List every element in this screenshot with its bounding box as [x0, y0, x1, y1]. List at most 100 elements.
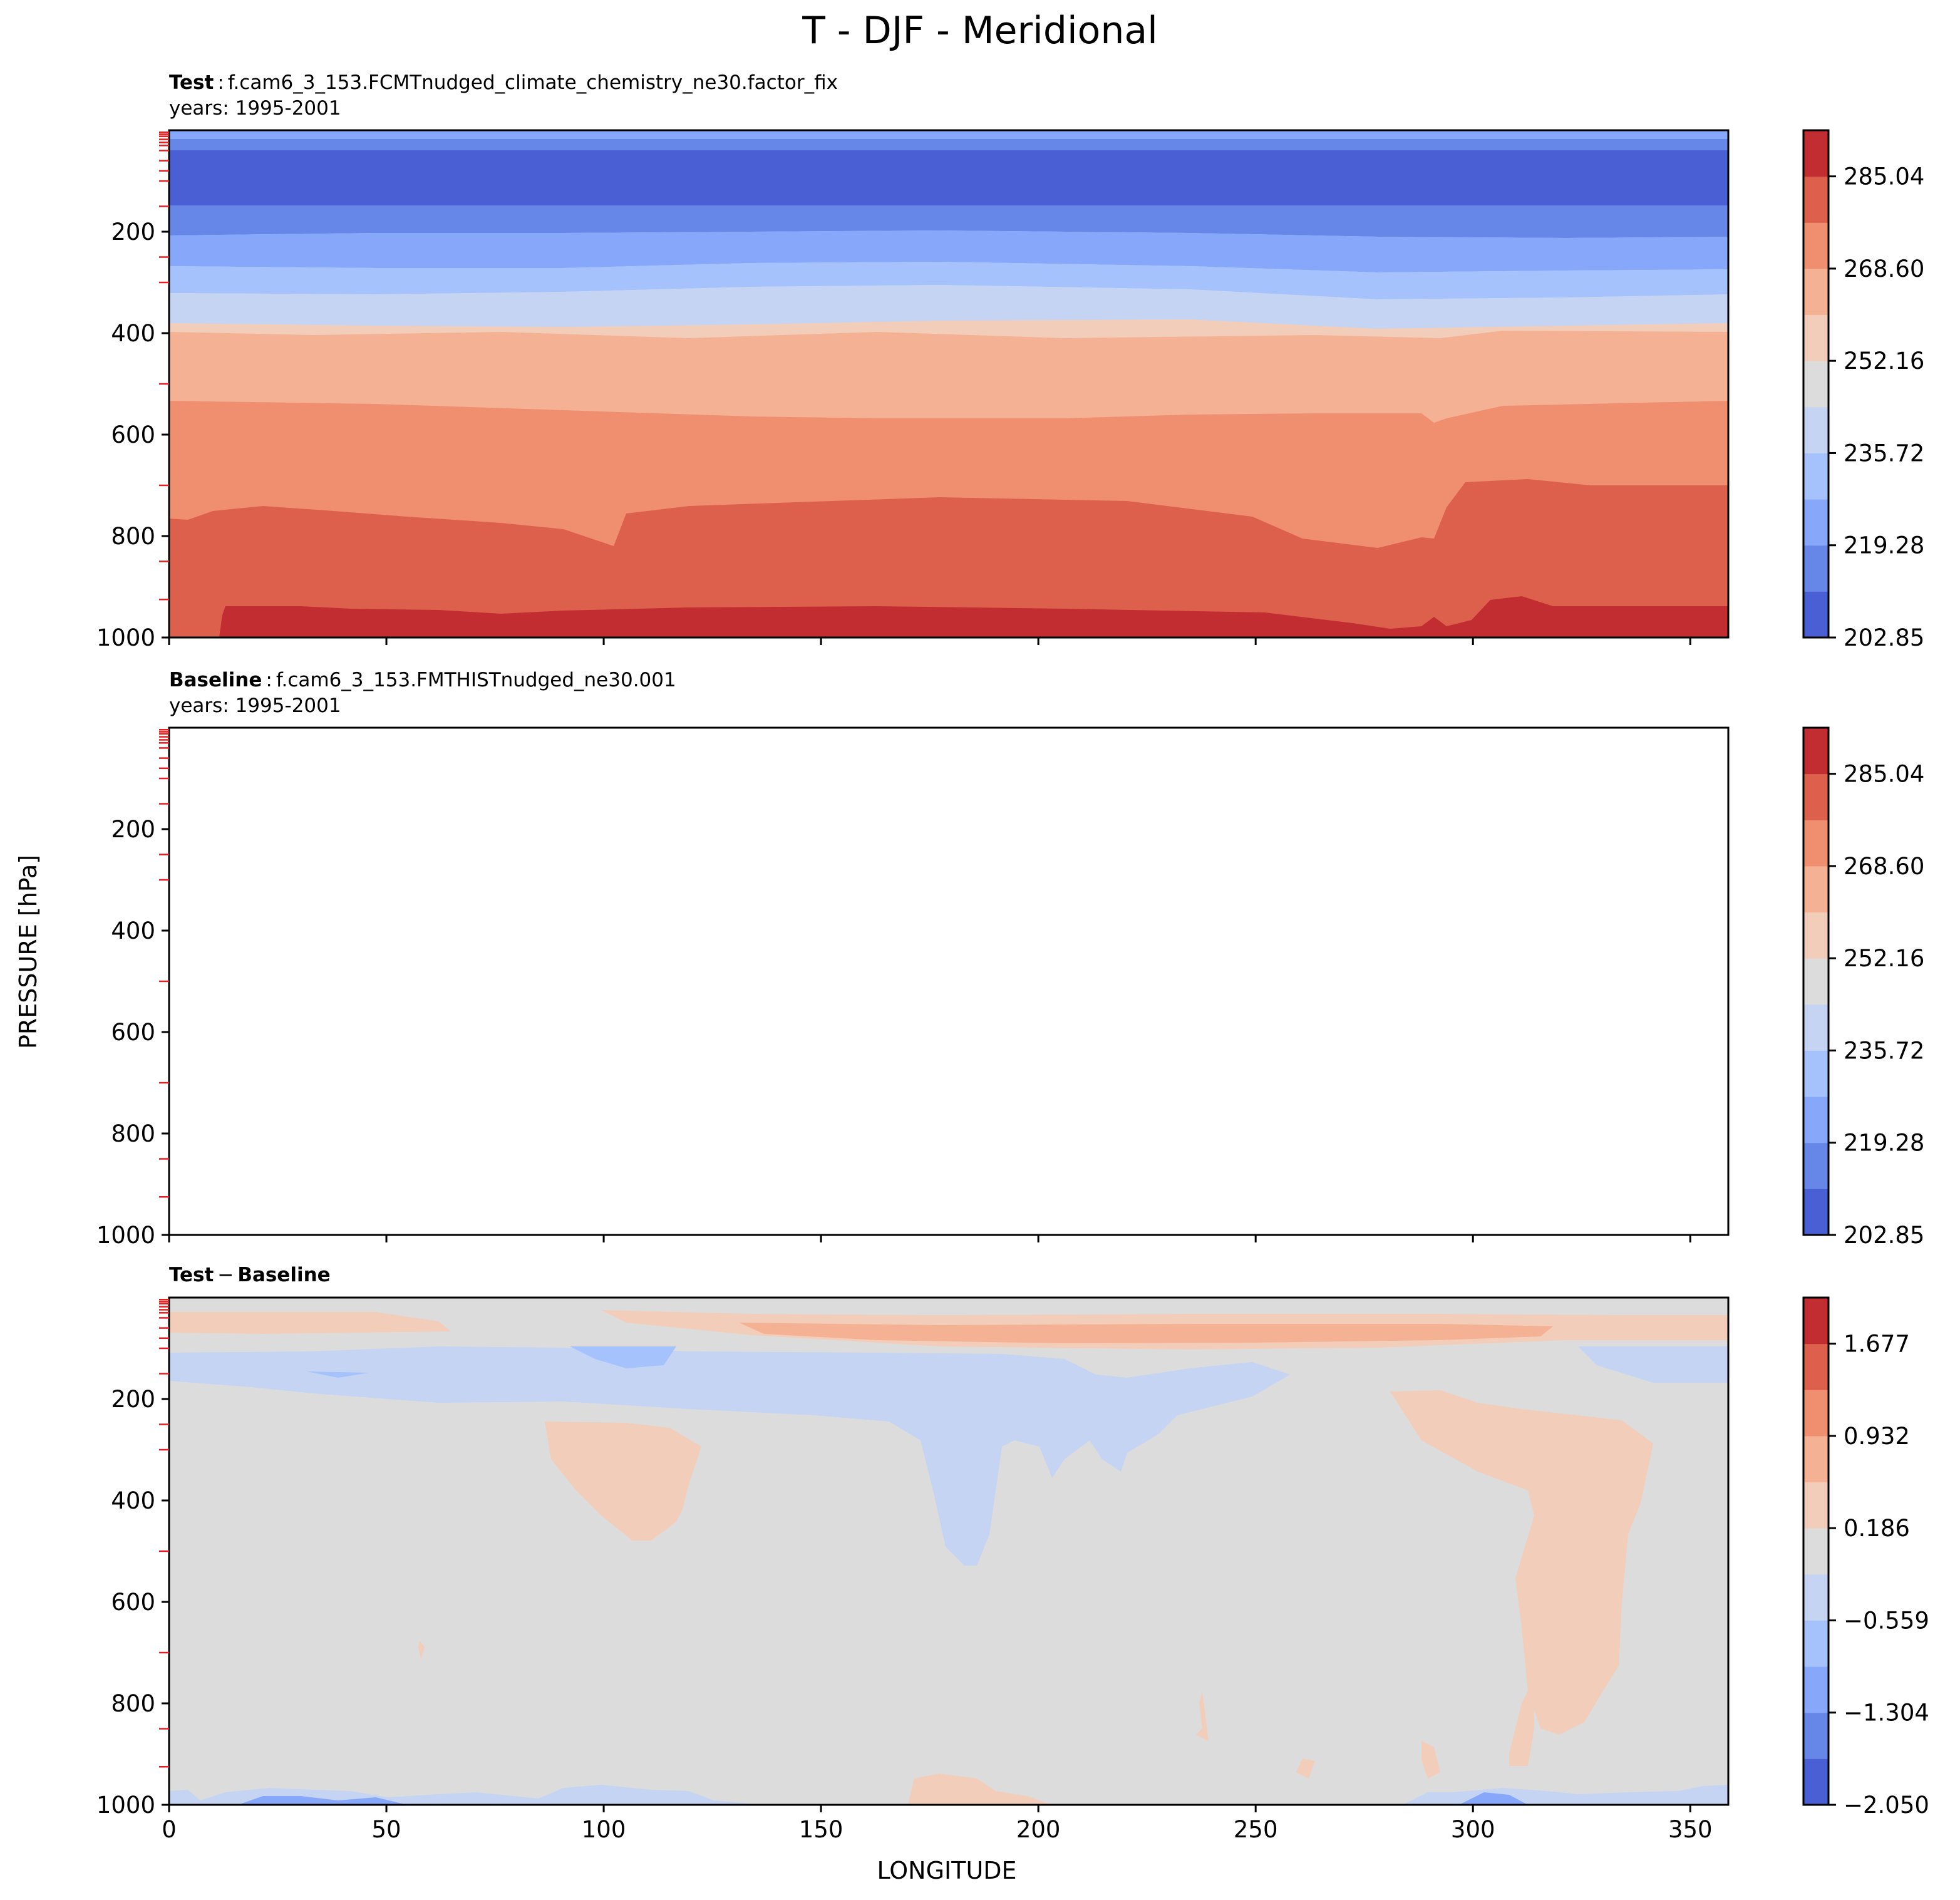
colorbar-swatch [1803, 1189, 1828, 1236]
y-tick-label: 200 [111, 1386, 155, 1413]
colorbar-swatch [1803, 453, 1828, 500]
panel-test-contours [169, 100, 1728, 638]
panel-diff-label-baseline: Baseline [237, 1264, 330, 1286]
panel-test-label: Test [169, 71, 214, 94]
axes-ticks: 2004006008001000200400600800100020040060… [96, 131, 1713, 1843]
x-tick-label: 300 [1451, 1816, 1495, 1843]
test-band-lower-blue-4 [169, 285, 1728, 329]
colorbar-tick-label: 0.186 [1844, 1515, 1910, 1542]
y-tick-label: 1000 [96, 1222, 155, 1249]
panel-baseline-case: f.cam6_3_153.FMTHISTnudged_ne30.001 [276, 669, 676, 691]
colorbar-swatch [1803, 912, 1828, 959]
colorbar-swatch [1803, 1343, 1828, 1390]
colorbar-tick-label: 0.932 [1844, 1423, 1910, 1450]
y-tick-label: 800 [111, 1690, 155, 1717]
colorbar-swatch [1803, 176, 1828, 223]
panel-baseline-frame [168, 726, 1730, 1236]
colorbar-swatch [1803, 1620, 1828, 1667]
colorbar-tick-label: 235.72 [1844, 440, 1924, 467]
figure-title: T - DJF - Meridional [802, 9, 1158, 53]
colorbar-swatch [1803, 1666, 1828, 1713]
x-tick-label: 200 [1016, 1816, 1061, 1843]
diff-surface-warm [908, 1774, 1052, 1805]
test-band-lower-blue [169, 205, 1728, 238]
colorbar-swatch [1803, 361, 1828, 408]
colorbar-swatch [1803, 1435, 1828, 1483]
x-tick-label: 0 [162, 1816, 177, 1843]
x-tick-label: 50 [371, 1816, 401, 1843]
y-tick-label: 200 [111, 219, 155, 245]
test-band-1 [169, 100, 1728, 130]
test-band-top-mid [169, 139, 1728, 150]
colorbar-tick-label: −1.304 [1844, 1700, 1929, 1727]
colorbar-swatch [1803, 1097, 1828, 1144]
colorbar-swatch [1803, 728, 1828, 775]
colorbar-tick-label: 219.28 [1844, 1130, 1924, 1157]
colorbar-swatch [1803, 773, 1828, 820]
x-axis-label: LONGITUDE [877, 1857, 1016, 1884]
panel-test: Test: f.cam6_3_153.FCMTnudged_climate_che… [168, 71, 1730, 639]
colorbar-swatch [1803, 268, 1828, 316]
y-tick-label: 800 [111, 523, 155, 550]
colorbar-swatch [1803, 222, 1828, 269]
colorbar-swatch [1803, 1298, 1828, 1345]
panel-test-title: Test: f.cam6_3_153.FCMTnudged_climate_che… [169, 71, 838, 94]
colorbar-swatch [1803, 499, 1828, 546]
colorbar-tick-label: −2.050 [1844, 1792, 1929, 1819]
y-tick-label: 400 [111, 1487, 155, 1514]
colorbar-swatch [1803, 1142, 1828, 1189]
colorbar-swatch [1803, 545, 1828, 592]
colorbar-tick-label: 1.677 [1844, 1331, 1910, 1358]
panel-diff-contours [169, 1298, 1728, 1805]
panel-baseline-years: years: 1995-2001 [169, 694, 341, 717]
colorbar-swatch [1803, 865, 1828, 913]
x-tick-label: 350 [1668, 1816, 1713, 1843]
panel-test-case: f.cam6_3_153.FCMTnudged_climate_chemistr… [228, 71, 838, 94]
colorbar-tick-label: 252.16 [1844, 945, 1924, 972]
x-tick-label: 100 [582, 1816, 626, 1843]
test-band-top-blue [169, 150, 1728, 205]
colorbar-tick-label: 268.60 [1844, 853, 1924, 880]
colorbar-tick-label: −0.559 [1844, 1607, 1929, 1634]
test-band-lower-blue-2 [169, 230, 1728, 272]
colorbars: 285.04 268.60 252.16 235.72 219.28 202.85 285.… [1802, 129, 1929, 1819]
colorbar-tick-label: 252.16 [1844, 348, 1924, 374]
colorbar-frame [1802, 129, 1830, 639]
colorbar-swatch [1803, 1574, 1828, 1621]
colorbar-swatch [1803, 406, 1828, 453]
colorbar-frame [1802, 726, 1830, 1236]
colorbar-swatch [1803, 1528, 1828, 1575]
colorbar-tick-label: 285.04 [1844, 163, 1924, 190]
y-tick-label: 1000 [96, 1792, 155, 1819]
colorbar-tick-label: 219.28 [1844, 532, 1924, 559]
y-axis-label: PRESSURE [hPa] [14, 855, 42, 1049]
colorbar-swatch [1803, 314, 1828, 361]
colorbar-swatch [1803, 130, 1828, 177]
colorbar-swatch [1803, 1482, 1828, 1529]
y-tick-label: 400 [111, 320, 155, 347]
colorbar-swatch [1803, 1712, 1828, 1759]
y-tick-label: 400 [111, 917, 155, 944]
colorbar-swatch [1803, 1004, 1828, 1051]
y-tick-label: 200 [111, 816, 155, 843]
colorbar-swatch [1803, 958, 1828, 1005]
colorbar-swatch [1803, 1390, 1828, 1437]
diff-upper-cool [169, 1346, 1290, 1566]
y-tick-label: 600 [111, 1019, 155, 1046]
diff-right-warm [1390, 1390, 1653, 1735]
x-tick-label: 250 [1234, 1816, 1278, 1843]
panel-test-years: years: 1995-2001 [169, 97, 341, 120]
panel-diff: Test − Baseline [168, 1264, 1730, 1806]
colorbar-tick-label: 285.04 [1844, 761, 1924, 788]
colorbar-swatch [1803, 1050, 1828, 1097]
colorbar-swatch [1803, 1758, 1828, 1805]
colorbar-tick-label: 202.85 [1844, 624, 1924, 651]
panel-baseline-label: Baseline [169, 669, 262, 691]
y-tick-label: 800 [111, 1120, 155, 1147]
colorbar-tick-label: 235.72 [1844, 1037, 1924, 1064]
panel-baseline: Baseline: f.cam6_3_153.FMTHISTnudged_ne30… [168, 669, 1730, 1236]
colorbar-frame [1802, 1296, 1830, 1806]
diff-mid-warm-1 [545, 1422, 701, 1541]
colorbar-tick-label: 268.60 [1844, 256, 1924, 282]
